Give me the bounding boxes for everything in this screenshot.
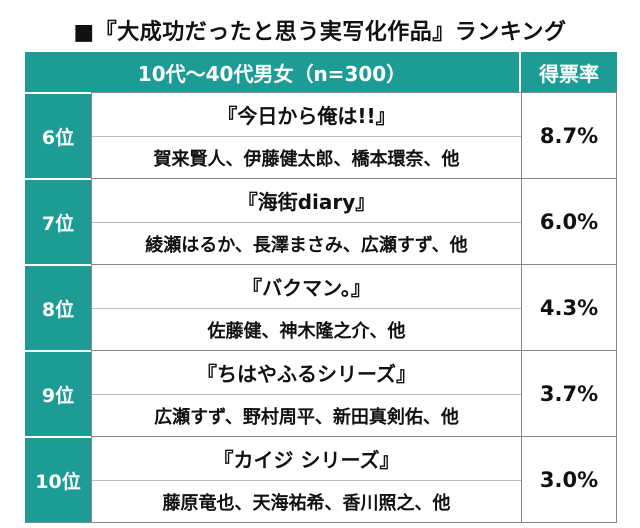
rate-value: 3.0% [521, 436, 617, 522]
work-title: 『ちはやふるシリーズ』 [92, 351, 521, 395]
header-group: 10代〜40代男女（n=300） [25, 52, 521, 92]
work-cell: 『カイジ シリーズ』藤原竜也、天海祐希、香川照之、他 [91, 436, 521, 522]
rate-value: 4.3% [521, 264, 617, 350]
work-title: 『カイジ シリーズ』 [92, 437, 521, 481]
rate-value: 8.7% [521, 92, 617, 178]
cast-list: 賀来賢人、伊藤健太郎、橋本環奈、他 [153, 148, 460, 170]
rank-cell: 6位 [25, 92, 91, 178]
rate-value: 3.7% [521, 350, 617, 436]
chart-title: ■『大成功だったと思う実写化作品』ランキング [73, 20, 567, 45]
cast-list: 佐藤健、神木隆之介、他 [207, 320, 406, 342]
work-cell: 『バクマン。』佐藤健、神木隆之介、他 [91, 264, 521, 350]
cast-list: 藤原竜也、天海祐希、香川照之、他 [162, 492, 451, 514]
work-cell: 『今日から俺は!!』賀来賢人、伊藤健太郎、橋本環奈、他 [91, 92, 521, 178]
work-title: 『バクマン。』 [92, 265, 521, 309]
rate-value: 6.0% [521, 178, 617, 264]
rank-cell: 10位 [25, 436, 91, 522]
rank-cell: 9位 [25, 350, 91, 436]
cast-list: 広瀬すず、野村周平、新田真剣佑、他 [154, 406, 459, 428]
work-title: 『今日から俺は!!』 [92, 93, 521, 137]
ranking-table: 10代〜40代男女（n=300） 得票率 6位 『今日から俺は!!』賀来賢人、伊藤… [25, 52, 617, 522]
rank-cell: 7位 [25, 178, 91, 264]
table-bottom-border [25, 522, 617, 523]
work-cell: 『海街diary』綾瀬はるか、長澤まさみ、広瀬すず、他 [91, 178, 521, 264]
work-cell: 『ちはやふるシリーズ』広瀬すず、野村周平、新田真剣佑、他 [91, 350, 521, 436]
cast-list: 綾瀬はるか、長澤まさみ、広瀬すず、他 [145, 234, 468, 256]
rank-cell: 8位 [25, 264, 91, 350]
header-rate: 得票率 [521, 52, 617, 92]
work-title: 『海街diary』 [92, 179, 521, 223]
